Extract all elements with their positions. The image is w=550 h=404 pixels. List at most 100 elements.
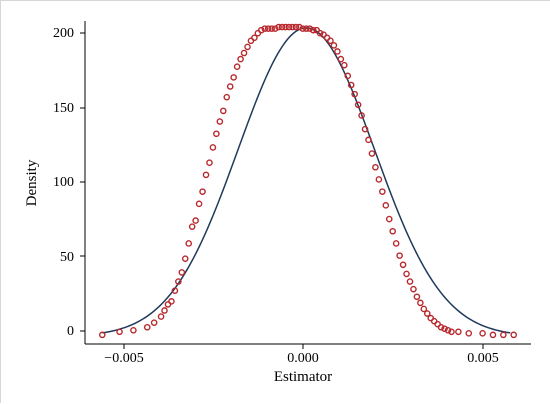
density-point <box>271 25 279 32</box>
density-point <box>251 34 258 42</box>
density-point <box>455 328 462 336</box>
density-point <box>223 93 231 101</box>
density-point <box>233 63 241 71</box>
density-point <box>264 25 272 32</box>
density-point <box>368 150 376 157</box>
axes: 0 50 100 150 200 −0.005 0.000 0.005 Esti… <box>24 21 531 385</box>
density-point <box>116 328 123 336</box>
density-point <box>282 23 289 31</box>
density-point <box>237 55 244 63</box>
density-point <box>406 278 414 285</box>
density-point <box>437 323 445 331</box>
density-point <box>199 188 206 195</box>
density-point <box>354 101 362 109</box>
density-point <box>327 37 334 45</box>
density-point <box>465 330 473 337</box>
density-point <box>244 43 251 51</box>
density-point <box>268 25 276 32</box>
density-point <box>448 328 455 336</box>
density-point <box>302 25 310 32</box>
density-point <box>423 310 431 317</box>
density-point <box>206 159 213 166</box>
density-point <box>489 331 497 339</box>
density-point <box>261 25 269 32</box>
density-point <box>275 23 282 31</box>
x-tick-label-neg-0-005: −0.005 <box>104 351 143 366</box>
x-tick-label-0-000: 0.000 <box>287 351 319 366</box>
normal-density-line <box>102 27 511 334</box>
density-point <box>347 81 355 89</box>
density-point <box>417 299 424 307</box>
density-point <box>289 23 296 31</box>
density-point <box>340 61 348 69</box>
density-point <box>372 163 379 171</box>
density-point <box>195 200 203 208</box>
density-point <box>258 26 265 34</box>
density-point <box>226 83 234 90</box>
density-point <box>216 118 224 125</box>
density-point <box>316 29 324 37</box>
density-point <box>219 107 227 115</box>
density-point <box>143 323 151 331</box>
density-point <box>230 74 237 81</box>
density-point <box>209 144 217 151</box>
density-point <box>413 293 421 301</box>
density-point <box>420 305 428 313</box>
y-tick-label-200: 200 <box>53 26 74 41</box>
density-point <box>385 215 393 223</box>
y-tick-label-100: 100 <box>53 175 74 190</box>
density-point <box>500 331 507 339</box>
density-point <box>334 48 341 55</box>
density-point <box>399 261 407 269</box>
density-point <box>202 171 210 179</box>
y-tick-label-150: 150 <box>53 101 74 116</box>
density-point <box>392 240 400 247</box>
density-point <box>379 188 386 195</box>
density-point <box>358 112 365 119</box>
density-point <box>351 90 358 98</box>
density-point <box>444 326 452 334</box>
density-point <box>188 223 196 230</box>
density-point <box>410 285 417 293</box>
density-point <box>337 55 345 63</box>
density-point <box>403 270 410 278</box>
density-point <box>365 136 372 144</box>
density-point <box>361 125 369 133</box>
density-point <box>296 23 303 31</box>
density-point <box>292 23 300 31</box>
density-point <box>150 319 158 326</box>
density-point <box>278 23 286 31</box>
y-axis-title: Density <box>24 159 40 206</box>
density-point <box>306 25 314 32</box>
density-point <box>181 255 189 262</box>
density-point <box>382 202 390 209</box>
density-point <box>168 298 175 305</box>
density-point <box>161 307 168 314</box>
density-point <box>192 217 199 224</box>
density-point <box>299 25 307 32</box>
x-tick-label-0-005: 0.005 <box>467 351 499 366</box>
density-point <box>389 227 397 235</box>
density-point <box>330 42 338 49</box>
density-point <box>240 49 248 57</box>
density-point <box>185 240 193 247</box>
density-point <box>441 325 448 333</box>
density-point <box>375 176 383 183</box>
density-point <box>171 287 179 294</box>
y-tick-label-0: 0 <box>67 324 74 339</box>
density-point <box>479 330 486 337</box>
density-point <box>98 331 106 339</box>
density-point <box>510 331 518 339</box>
density-point <box>285 23 293 31</box>
density-point <box>178 269 186 276</box>
density-point <box>309 26 317 34</box>
density-point <box>175 278 182 285</box>
x-axis-title: Estimator <box>274 369 332 385</box>
density-point <box>213 130 220 138</box>
density-point <box>157 313 165 320</box>
density-point <box>130 326 137 334</box>
y-tick-label-50: 50 <box>60 250 74 265</box>
